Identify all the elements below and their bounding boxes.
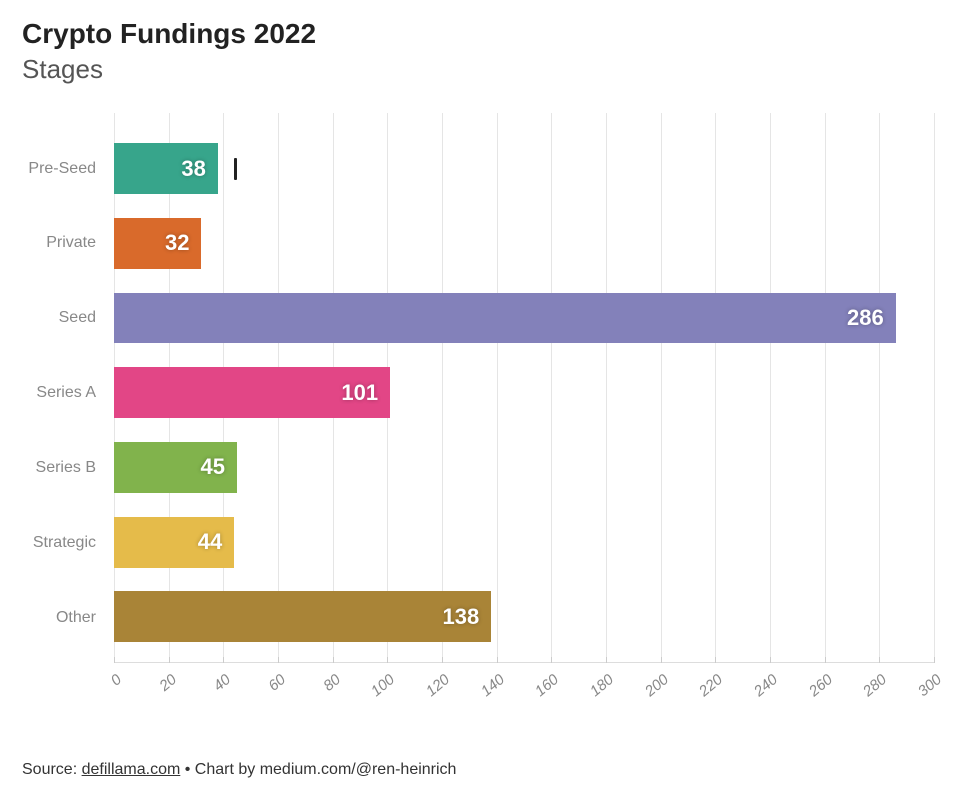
bar: 286	[114, 293, 896, 344]
bar: 32	[114, 218, 201, 269]
x-tick-mark	[442, 657, 443, 663]
x-tick-label: 160	[532, 671, 562, 700]
x-tick-label: 280	[860, 671, 890, 700]
x-tick-mark	[715, 657, 716, 663]
source-link[interactable]: defillama.com	[82, 761, 181, 778]
y-axis-label: Pre-Seed	[22, 131, 106, 206]
x-tick-label: 200	[641, 671, 671, 700]
bar-value-label: 44	[198, 529, 222, 555]
y-axis-label: Private	[22, 206, 106, 281]
x-tick-label: 260	[805, 671, 835, 700]
bar: 44	[114, 517, 234, 568]
x-tick-label: 220	[696, 671, 726, 700]
bar-value-label: 101	[341, 380, 378, 406]
x-tick-mark	[333, 657, 334, 663]
chart-area: Pre-SeedPrivateSeedSeries ASeries BStrat…	[22, 113, 954, 713]
gridline	[934, 113, 935, 662]
bar: 45	[114, 442, 237, 493]
x-tick-label: 40	[211, 671, 235, 695]
cursor-marker	[234, 158, 237, 180]
x-tick-mark	[606, 657, 607, 663]
x-tick-mark	[551, 657, 552, 663]
y-axis-label: Series A	[22, 356, 106, 431]
x-tick-mark	[879, 657, 880, 663]
bar-value-label: 45	[201, 454, 225, 480]
bar: 101	[114, 367, 390, 418]
source-suffix: • Chart by medium.com/@ren-heinrich	[180, 761, 456, 778]
chart-title: Crypto Fundings 2022	[22, 18, 954, 50]
y-axis-labels: Pre-SeedPrivateSeedSeries ASeries BStrat…	[22, 113, 106, 663]
bar-row: 45	[114, 430, 934, 505]
bar-value-label: 286	[847, 305, 884, 331]
x-tick-label: 140	[477, 671, 507, 700]
bar-value-label: 32	[165, 230, 189, 256]
y-axis-label: Series B	[22, 431, 106, 506]
x-tick-mark	[278, 657, 279, 663]
bar-value-label: 138	[442, 604, 479, 630]
x-tick-label: 240	[751, 671, 781, 700]
x-tick-label: 0	[108, 671, 125, 689]
x-tick-mark	[825, 657, 826, 663]
y-axis-label: Strategic	[22, 505, 106, 580]
bar: 138	[114, 591, 491, 642]
x-tick-label: 20	[156, 671, 180, 695]
bar-value-label: 38	[181, 156, 205, 182]
bars-container: 38 32 286 101 45 44 138	[114, 113, 934, 662]
x-tick-label: 60	[265, 671, 289, 695]
source-prefix: Source:	[22, 761, 82, 778]
bar-row: 286	[114, 281, 934, 356]
x-tick-mark	[497, 657, 498, 663]
bar: 38	[114, 143, 218, 194]
y-axis-label: Seed	[22, 281, 106, 356]
x-tick-label: 120	[423, 671, 453, 700]
x-tick-mark	[661, 657, 662, 663]
chart-subtitle: Stages	[22, 54, 954, 85]
plot-area: 38 32 286 101 45 44 138	[114, 113, 934, 663]
x-tick-label: 100	[368, 671, 398, 700]
x-tick-mark	[387, 657, 388, 663]
x-tick-label: 300	[915, 671, 945, 700]
source-line: Source: defillama.com • Chart by medium.…	[22, 761, 456, 779]
bar-row: 138	[114, 580, 934, 655]
x-tick-label: 80	[320, 671, 344, 695]
x-tick-mark	[934, 657, 935, 663]
bar-row: 44	[114, 505, 934, 580]
x-tick-label: 180	[587, 671, 617, 700]
x-tick-mark	[223, 657, 224, 663]
x-tick-mark	[770, 657, 771, 663]
x-tick-mark	[169, 657, 170, 663]
bar-row: 32	[114, 206, 934, 281]
y-axis-label: Other	[22, 580, 106, 655]
x-axis: 0204060801001201401601802002202402602803…	[114, 663, 934, 713]
x-tick-mark	[114, 657, 115, 663]
bar-row: 101	[114, 355, 934, 430]
